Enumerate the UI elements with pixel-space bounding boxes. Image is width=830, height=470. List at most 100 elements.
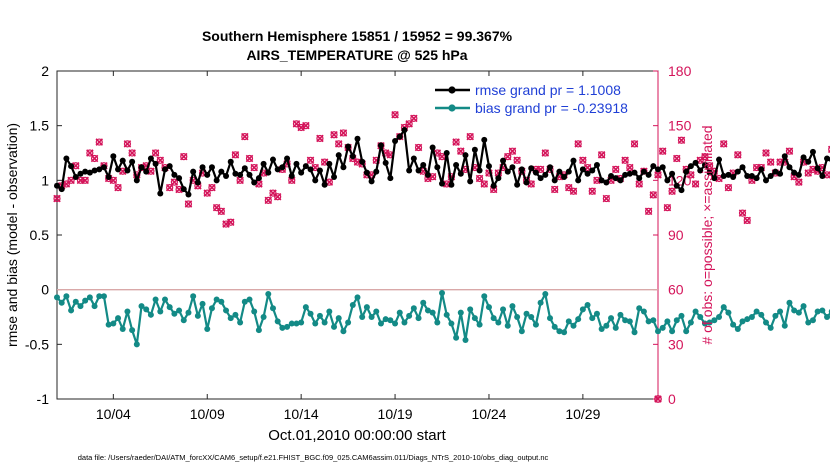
rmse-point [730, 174, 737, 181]
bias-point [697, 314, 704, 320]
bias-point [730, 321, 737, 328]
bias-point [471, 315, 478, 322]
rmse-point [237, 171, 244, 178]
rmse-point [133, 177, 140, 184]
bias-point [185, 309, 192, 316]
obs-assimilated-marker [602, 194, 611, 203]
obs-assimilated-marker [90, 154, 99, 163]
y2-tick-label: 30 [668, 336, 684, 352]
rmse-point [241, 165, 248, 172]
bias-point [593, 310, 600, 317]
bias-point [809, 317, 816, 324]
rmse-point [63, 155, 70, 162]
bias-point [734, 326, 741, 333]
rmse-point [232, 170, 239, 177]
bias-point [772, 312, 779, 319]
bias-point [748, 314, 755, 320]
rmse-point [448, 181, 455, 188]
rmse-point [636, 175, 643, 182]
obs-assimilated-marker [81, 176, 89, 185]
obs-assimilated-marker [391, 110, 399, 119]
rmse-point [194, 179, 201, 186]
obs-assimilated-marker [452, 138, 460, 146]
legend: rmse grand pr = 1.1008 bias grand pr = -… [429, 76, 654, 118]
obs-possible-marker [734, 151, 742, 159]
rmse-point [781, 153, 788, 160]
rmse-point [767, 172, 774, 179]
obs-assimilated-marker [597, 151, 606, 159]
bias-point [650, 317, 657, 324]
bias-point [725, 309, 732, 316]
obs-possible-marker [504, 153, 512, 161]
rmse-point [561, 174, 568, 181]
rmse-point [739, 164, 746, 171]
obs-assimilated-marker [738, 209, 747, 217]
obs-assimilated-marker [414, 143, 423, 152]
obs-assimilated-marker [673, 154, 681, 163]
obs-possible-marker [292, 120, 301, 128]
rmse-point [589, 167, 596, 174]
obs-possible-marker [579, 156, 587, 164]
bias-point [241, 298, 248, 305]
obs-possible-marker [81, 176, 89, 184]
bias-point [269, 305, 276, 312]
bias-point [753, 308, 760, 315]
rmse-point [105, 174, 112, 181]
obs-possible-marker [457, 147, 465, 155]
bias-point [631, 329, 638, 336]
obs-possible-marker [391, 111, 399, 119]
rmse-point [406, 167, 413, 174]
obs-assimilated-marker [513, 156, 521, 165]
obs-assimilated-marker [654, 395, 662, 403]
obs-possible-marker [630, 140, 639, 148]
bias-point [157, 308, 164, 315]
rmse-point [786, 164, 793, 171]
rmse-point [443, 150, 450, 156]
rmse-point [279, 164, 286, 171]
obs-assimilated-marker [677, 136, 686, 145]
bias-point [640, 308, 647, 315]
obs-assimilated-marker [574, 140, 582, 148]
obs-assimilated-marker [785, 147, 794, 155]
obs-assimilated-marker [175, 185, 183, 194]
obs-assimilated-marker [302, 121, 310, 130]
bias-point [166, 304, 173, 311]
rmse-point [669, 170, 676, 177]
rmse-point [302, 163, 309, 170]
series-lines [54, 127, 830, 348]
obs-possible-marker [269, 189, 277, 197]
obs-assimilated-marker [569, 187, 578, 196]
obs-possible-marker [123, 140, 132, 148]
bias-point [518, 328, 525, 335]
legend-bias-marker [448, 104, 456, 112]
obs-possible-marker [414, 143, 423, 152]
obs-possible-marker [612, 165, 620, 173]
bias-point [481, 293, 488, 300]
obs-possible-marker [743, 216, 751, 225]
obs-assimilated-marker [457, 147, 465, 155]
rmse-point [640, 168, 647, 175]
rmse-point [246, 171, 253, 178]
rmse-point [471, 146, 478, 153]
obs-assimilated-marker [128, 149, 136, 157]
x-tick-label: 10/24 [471, 406, 506, 422]
bias-point [443, 311, 450, 318]
obs-possible-marker [654, 395, 662, 403]
obs-possible-marker [180, 153, 188, 161]
bias-point [161, 296, 168, 303]
chart-title-line1: Southern Hemisphere 15851 / 15952 = 99.3… [202, 28, 513, 44]
obs-assimilated-marker [734, 151, 742, 159]
rmse-point [223, 172, 230, 179]
obs-possible-marker [213, 204, 221, 212]
bias-point [180, 317, 187, 324]
x-tick-label: 10/04 [96, 406, 131, 422]
rmse-point [570, 157, 577, 164]
x-axis: 10/04 10/09 10/14 10/19 10/24 10/29 [96, 71, 601, 422]
rmse-point [373, 168, 380, 175]
rmse-point [171, 171, 178, 178]
bias-point [293, 320, 300, 327]
obs-assimilated-marker [466, 132, 474, 141]
obs-assimilated-marker [306, 156, 315, 165]
rmse-point [54, 182, 60, 189]
rmse-point [800, 154, 807, 161]
